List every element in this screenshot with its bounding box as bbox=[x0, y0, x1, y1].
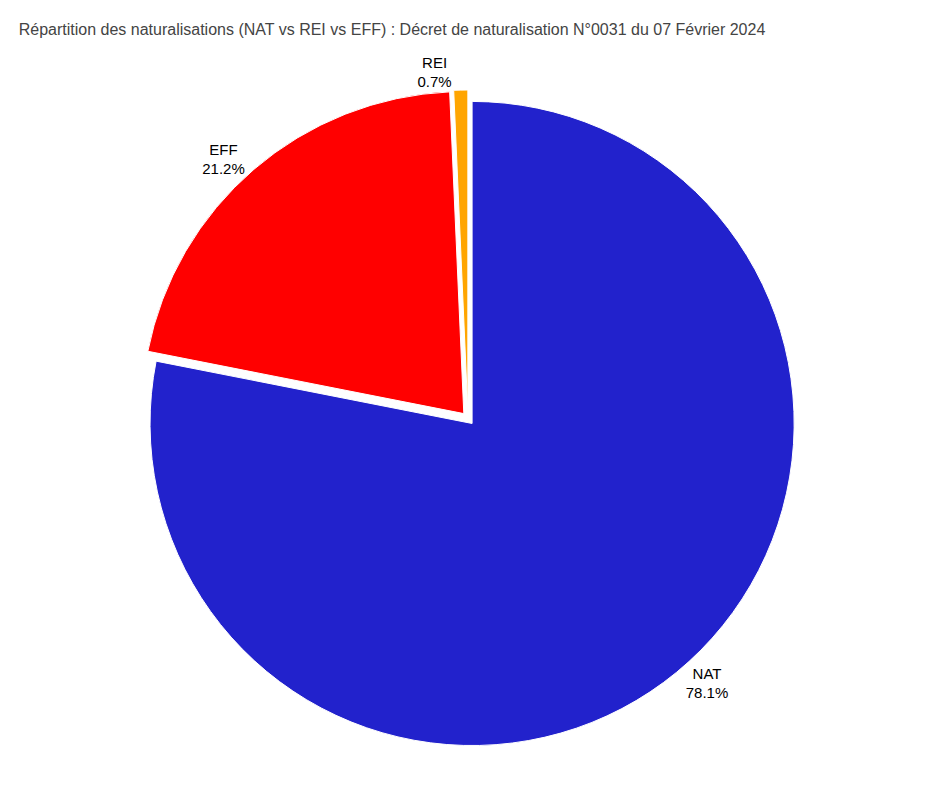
svg-text:REI0.7%: REI0.7% bbox=[417, 54, 451, 91]
svg-text:EFF21.2%: EFF21.2% bbox=[202, 141, 245, 178]
svg-text:NAT78.1%: NAT78.1% bbox=[686, 665, 729, 702]
svg-text:Répartition des naturalisation: Répartition des naturalisations (NAT vs … bbox=[19, 21, 766, 38]
